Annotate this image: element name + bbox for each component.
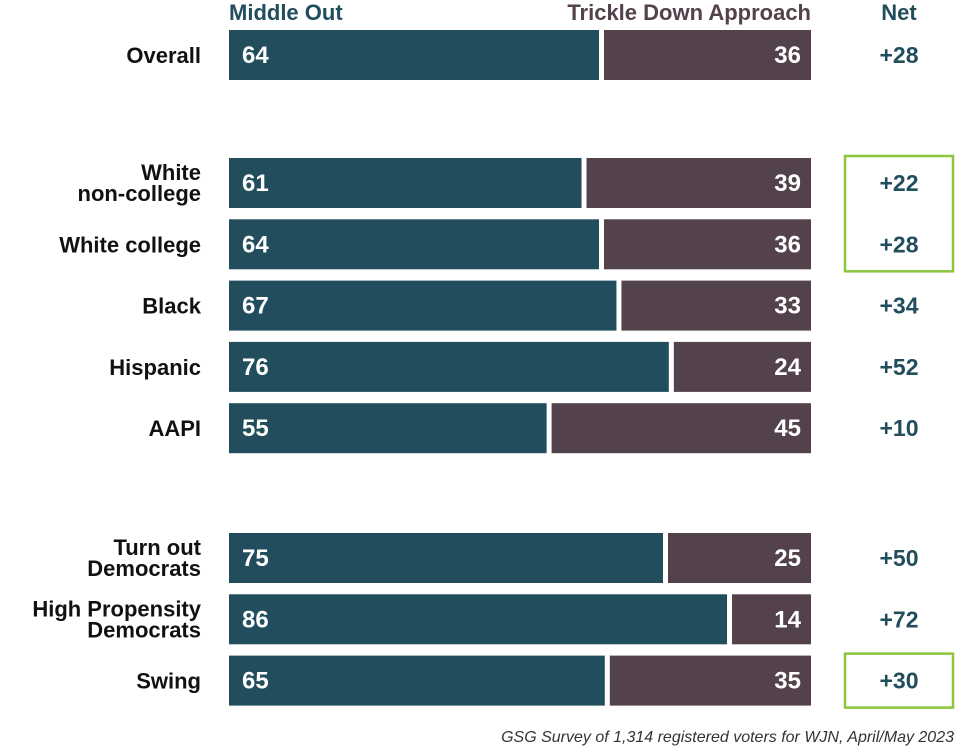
- category-label-black: Black: [142, 294, 201, 319]
- bar-middle-out-swing: [229, 655, 605, 706]
- value-trickle-down-white-college: 36: [774, 231, 801, 258]
- value-middle-out-hispanic: 76: [242, 354, 269, 381]
- value-middle-out-overall: 64: [242, 42, 269, 69]
- value-trickle-down-turn-out-democrats: 25: [774, 545, 801, 572]
- category-label-high-propensity-democrats: High Propensity Democrats: [32, 596, 201, 642]
- bar-middle-out-white-college: [229, 219, 599, 270]
- value-trickle-down-white-non-college: 39: [774, 170, 801, 197]
- bar-middle-out-overall: [229, 30, 599, 80]
- bar-trickle-down-overall: [603, 30, 811, 80]
- category-label-swing: Swing: [136, 669, 201, 694]
- bar-middle-out-white-non-college: [229, 158, 582, 208]
- bar-trickle-down-hispanic: [673, 341, 811, 392]
- value-trickle-down-hispanic: 24: [774, 354, 801, 381]
- category-label-white-college: White college: [59, 232, 201, 257]
- bar-trickle-down-white-college: [603, 219, 811, 270]
- bar-trickle-down-black: [621, 280, 811, 331]
- value-trickle-down-black: 33: [774, 293, 801, 320]
- header-middle-out: Middle Out: [229, 0, 343, 25]
- bar-rows: 64 36 Overall +28 61 39 White non-college +22 64 3…: [32, 30, 955, 709]
- bar-middle-out-aapi: [229, 403, 547, 454]
- net-value-aapi: +10: [879, 415, 918, 441]
- bar-middle-out-turn-out-democrats: [229, 533, 663, 583]
- value-middle-out-black: 67: [242, 293, 269, 320]
- category-label-turn-out-democrats: Turn out Democrats: [87, 535, 201, 581]
- value-middle-out-swing: 65: [242, 668, 269, 695]
- bar-middle-out-high-propensity-democrats: [229, 594, 728, 645]
- net-value-turn-out-democrats: +50: [879, 545, 918, 571]
- highlight-box-1: [843, 154, 955, 273]
- value-middle-out-high-propensity-democrats: 86: [242, 606, 269, 633]
- bar-trickle-down-turn-out-democrats: [668, 533, 811, 583]
- bar-middle-out-hispanic: [229, 341, 669, 392]
- net-value-overall: +28: [879, 42, 918, 68]
- value-trickle-down-aapi: 45: [774, 415, 801, 442]
- value-trickle-down-swing: 35: [774, 668, 801, 695]
- header-net: Net: [881, 0, 917, 25]
- value-middle-out-white-non-college: 61: [242, 170, 269, 197]
- bar-trickle-down-aapi: [551, 403, 811, 454]
- bar-trickle-down-white-non-college: [586, 158, 811, 208]
- highlight-box-2: [843, 652, 955, 709]
- net-value-swing: +30: [879, 668, 918, 694]
- value-trickle-down-overall: 36: [774, 42, 801, 69]
- value-middle-out-white-college: 64: [242, 231, 269, 258]
- net-value-white-non-college: +22: [879, 170, 918, 196]
- source-note: GSG Survey of 1,314 registered voters fo…: [501, 729, 954, 746]
- category-label-white-non-college: White non-college: [78, 160, 201, 206]
- net-value-high-propensity-democrats: +72: [879, 606, 918, 632]
- bar-trickle-down-swing: [609, 655, 811, 706]
- net-value-white-college: +28: [879, 231, 918, 257]
- category-label-aapi: AAPI: [148, 416, 201, 441]
- value-trickle-down-high-propensity-democrats: 14: [774, 606, 801, 633]
- net-value-hispanic: +52: [879, 354, 918, 380]
- category-label-overall: Overall: [126, 43, 201, 68]
- value-middle-out-aapi: 55: [242, 415, 269, 442]
- value-middle-out-turn-out-democrats: 75: [242, 545, 269, 572]
- net-value-black: +34: [879, 293, 918, 319]
- category-label-hispanic: Hispanic: [109, 355, 201, 380]
- bar-middle-out-black: [229, 280, 617, 331]
- bar-trickle-down-high-propensity-democrats: [732, 594, 811, 645]
- header-trickle-down: Trickle Down Approach: [567, 0, 811, 25]
